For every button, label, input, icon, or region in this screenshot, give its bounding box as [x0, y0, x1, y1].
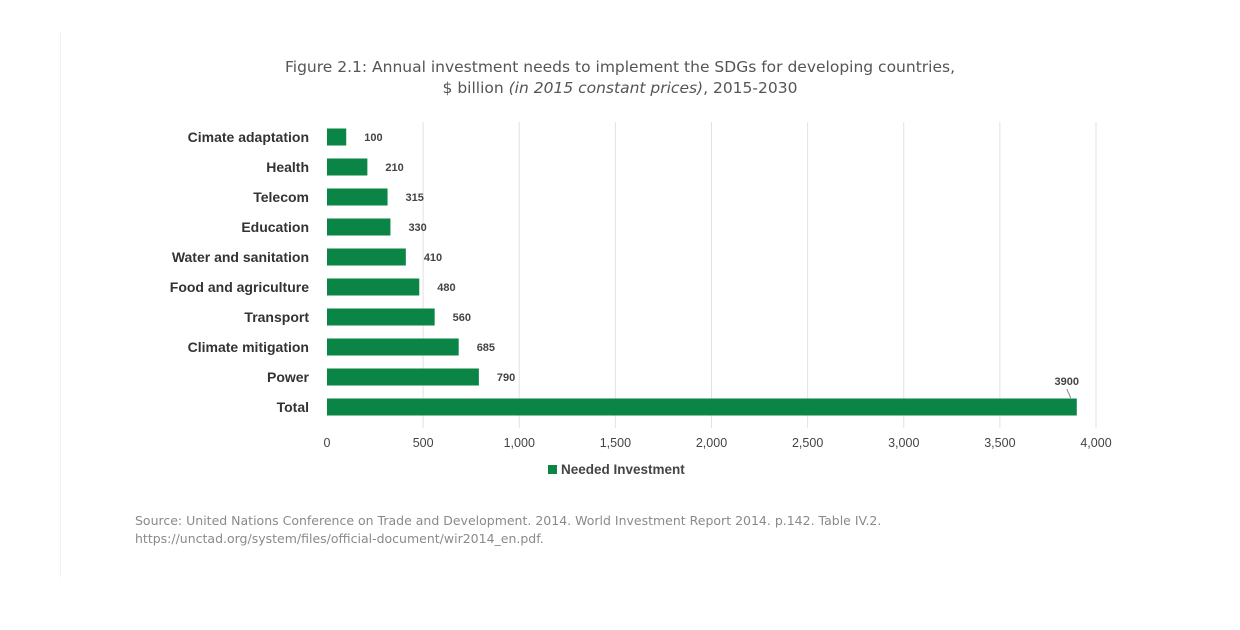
x-tick-label: 500: [413, 436, 434, 450]
category-label: Health: [266, 159, 309, 175]
frame-border: [60, 32, 61, 577]
category-labels: Cimate adaptation Health Telecom Education W…: [170, 129, 310, 415]
title-suffix: , 2015-2030: [703, 79, 798, 97]
legend-swatch: [548, 465, 557, 474]
category-label: Power: [267, 369, 310, 385]
legend-label: Needed Investment: [561, 462, 685, 477]
source-line2: https://unctad.org/system/files/official…: [135, 531, 544, 546]
data-label: 3900: [1055, 376, 1079, 388]
data-label: 560: [453, 312, 471, 324]
legend: Needed Investment: [548, 462, 685, 477]
x-tick-label: 0: [324, 436, 331, 450]
category-label: Total: [277, 399, 309, 415]
bar: [327, 158, 368, 176]
data-label: 685: [477, 342, 495, 354]
x-tick-label: 3,000: [888, 436, 919, 450]
bar: [327, 278, 420, 296]
bar: [327, 248, 406, 266]
x-tick-label: 4,000: [1080, 436, 1111, 450]
category-label: Water and sanitation: [172, 249, 309, 265]
data-label: 410: [424, 252, 442, 264]
bars: [327, 128, 1077, 416]
bar: [327, 218, 391, 236]
source-note: Source: United Nations Conference on Tra…: [135, 512, 881, 548]
bar: [327, 338, 459, 356]
gridlines: [422, 122, 1097, 428]
title-prefix: $ billion: [442, 79, 509, 97]
chart-title-line2: $ billion (in 2015 constant prices), 201…: [120, 79, 1120, 97]
source-line1: Source: United Nations Conference on Tra…: [135, 513, 882, 528]
x-tick-label: 2,000: [696, 436, 727, 450]
bar: [327, 368, 479, 386]
data-label-leader: [1066, 388, 1072, 399]
category-label: Education: [241, 219, 309, 235]
bar: [327, 128, 347, 146]
x-tick-label: 1,000: [504, 436, 535, 450]
bar: [327, 188, 388, 206]
x-tick-label: 3,500: [984, 436, 1015, 450]
data-label: 790: [497, 372, 515, 384]
data-label: 100: [364, 132, 382, 144]
category-label: Climate mitigation: [188, 339, 309, 355]
chart-title-line1: Figure 2.1: Annual investment needs to i…: [284, 58, 956, 76]
data-label: 330: [408, 222, 426, 234]
title-italic: (in 2015 constant prices): [508, 79, 704, 97]
data-label: 315: [406, 192, 424, 204]
x-tick-label: 1,500: [600, 436, 631, 450]
category-label: Transport: [244, 309, 309, 325]
data-label: 480: [437, 282, 455, 294]
category-label: Food and agriculture: [170, 279, 309, 295]
x-tick-labels: 0 500 1,000 1,500 2,000 2,500 3,000 3,500 4,000: [324, 436, 1112, 450]
category-label: Cimate adaptation: [188, 129, 309, 145]
bar: [327, 308, 435, 326]
x-tick-label: 2,500: [792, 436, 823, 450]
data-label: 210: [385, 162, 403, 174]
value-labels: 100 210 315 330 410 480 560 685 790 3900: [364, 132, 1079, 399]
category-label: Telecom: [253, 189, 309, 205]
bar: [327, 398, 1077, 416]
